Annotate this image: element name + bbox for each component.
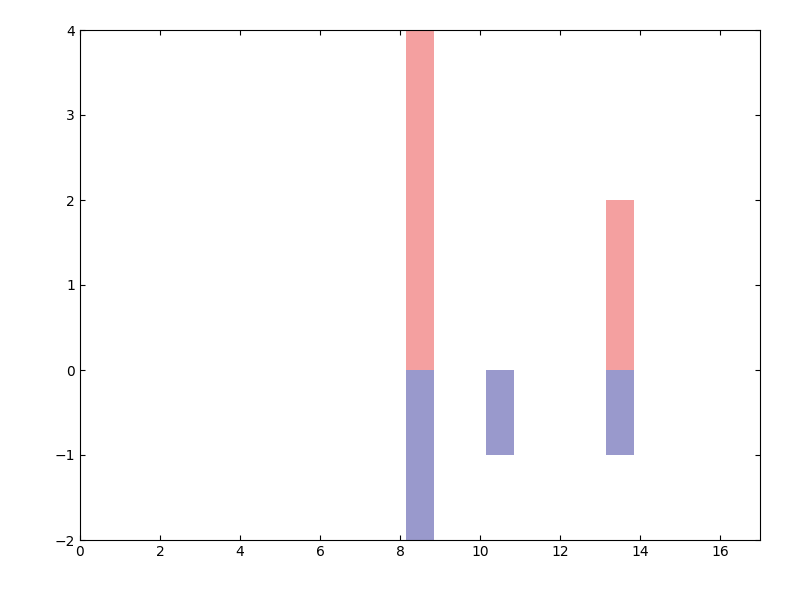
Bar bbox=[406, 370, 434, 540]
Bar bbox=[406, 30, 434, 370]
Bar bbox=[606, 370, 634, 455]
Bar bbox=[606, 200, 634, 370]
Bar bbox=[486, 370, 514, 455]
